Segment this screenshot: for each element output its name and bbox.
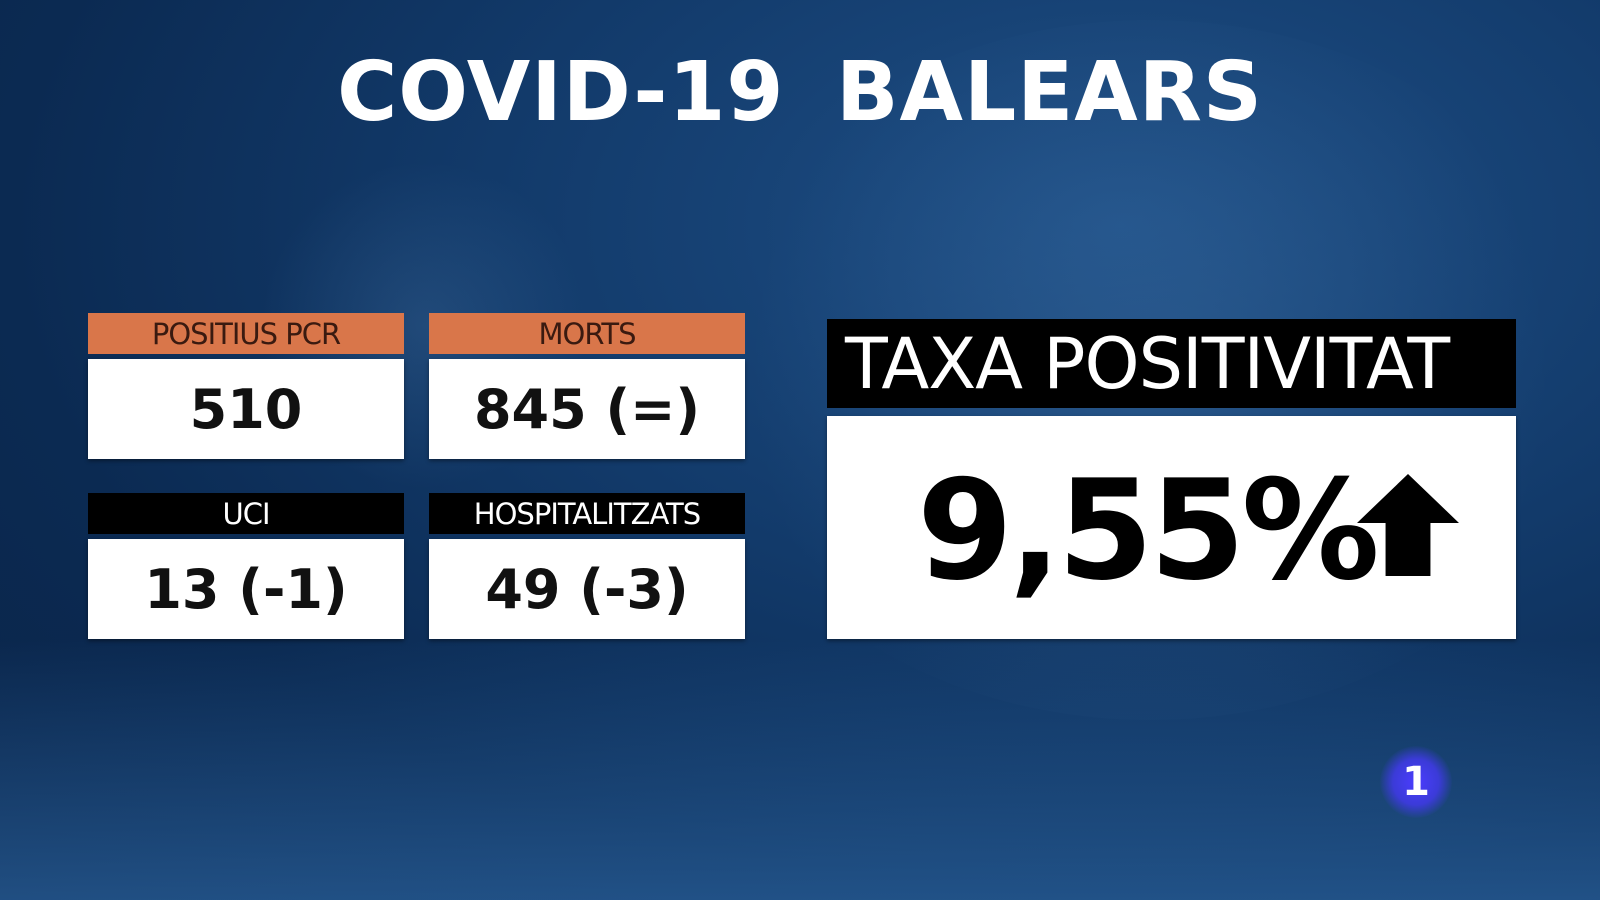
stat-value-morts: 845 (=) (429, 359, 745, 459)
stat-header-hospitalitzats: HOSPITALITZATS (429, 493, 745, 534)
background-glow (0, 640, 1600, 900)
arrow-up-icon (1357, 474, 1459, 576)
stat-header-morts: MORTS (429, 313, 745, 354)
stat-value-uci: 13 (-1) (88, 539, 404, 639)
positivity-panel: 9,55% (827, 416, 1516, 639)
stat-value-positius: 510 (88, 359, 404, 459)
positivity-header: TAXA POSITIVITAT (827, 319, 1516, 408)
channel-logo: 1 (1380, 746, 1452, 818)
stat-value-hospitalitzats: 49 (-3) (429, 539, 745, 639)
stat-header-positius: POSITIUS PCR (88, 313, 404, 354)
stat-header-uci: UCI (88, 493, 404, 534)
page-title: COVID-19 BALEARS (337, 45, 1263, 140)
positivity-value: 9,55% (917, 450, 1380, 611)
